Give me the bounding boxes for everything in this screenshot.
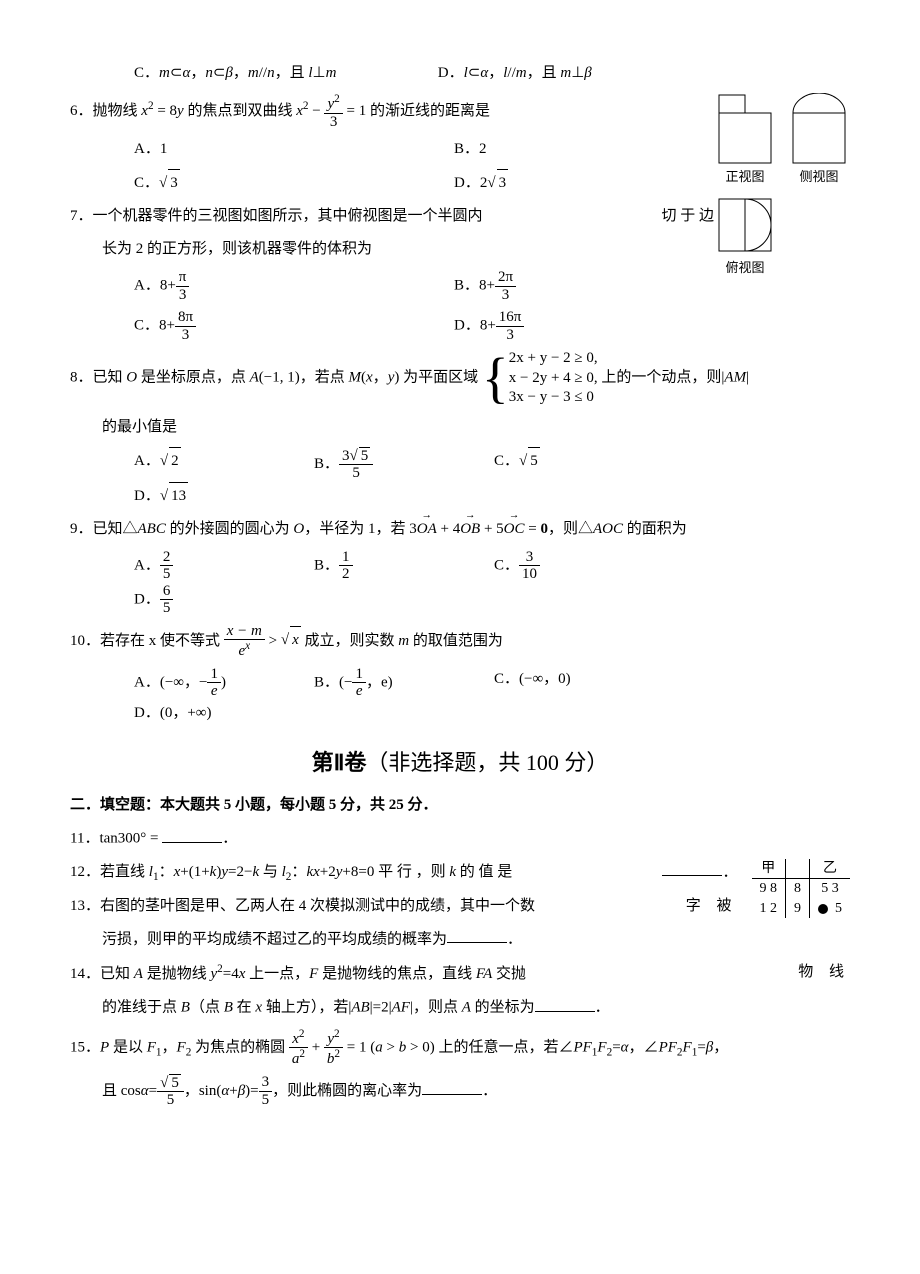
q8-choices: A．2 B．355 C．5 D．13 xyxy=(70,447,850,510)
q9-d: D．65 xyxy=(134,583,314,617)
q6-stem: 6．抛物线 x2 = 8y 的焦点到双曲线 x2 − y23 = 1 的渐近线的… xyxy=(70,103,490,119)
q9-c: C．310 xyxy=(494,549,674,583)
q8-system: 2x + y − 2 ≥ 0, x − 2y + 4 ≥ 0, 3x − y −… xyxy=(509,349,598,408)
q5-choices-cd: C．m⊂α，n⊂β，m//n，且 l⊥m D．l⊂α，l//m，且 m⊥β xyxy=(70,60,850,87)
q7-ab: A．8+π3 B．8+2π3 xyxy=(70,269,704,303)
q8-d: D．13 xyxy=(134,482,314,510)
q9-b: B．12 xyxy=(314,549,494,583)
q15-l2: 且 cosα=55，sin(α+β)=35，则此椭圆的离心率为． xyxy=(70,1074,850,1109)
q15: 15．P 是以 F1，F2 为焦点的椭圆 x2a2 + y2b2 = 1 (a … xyxy=(70,1028,850,1068)
q7-stem1: 7．一个机器零件的三视图如图所示，其中俯视图是一个半圆内 xyxy=(70,208,483,224)
q10-choices: A．(−∞，−1e) B．(−1e，e) C．(−∞，0) D．(0，+∞) xyxy=(70,666,850,727)
q5-choice-d: D．l⊂α，l//m，且 m⊥β xyxy=(438,65,592,81)
q7-c: C．8+8π3 xyxy=(134,309,454,343)
q10-a: A．(−∞，−1e) xyxy=(134,666,314,700)
q6-a: A．1 xyxy=(134,136,454,163)
q14-l1: 14．已知 A 是抛物线 y2=4x 上一点，F 是抛物线的焦点，直线 FA 交… xyxy=(70,959,850,988)
q14-tail: 物 线 xyxy=(798,959,850,986)
q7-stem2: 长为 2 的正方形，则该机器零件的体积为 xyxy=(70,236,850,263)
q8-b: B．355 xyxy=(314,447,494,482)
q13-blank xyxy=(447,926,507,944)
q11: 11．tan300° = ． xyxy=(70,825,850,853)
q6-choices2: C．3 D．23 xyxy=(70,169,704,197)
q7-a: A．8+π3 xyxy=(134,269,454,303)
q7-d: D．8+16π3 xyxy=(454,309,654,343)
q9: 9．已知△ABC 的外接圆的圆心为 O，半径为 1，若 3OA + 4OB + … xyxy=(70,516,850,543)
q9-choices: A．25 B．12 C．310 D．65 xyxy=(70,549,850,617)
q7-cd: C．8+8π3 D．8+16π3 xyxy=(70,309,850,343)
q6: 6．抛物线 x2 = 8y 的焦点到双曲线 x2 − y23 = 1 的渐近线的… xyxy=(70,93,850,130)
section2-sub: 二．填空题：本大题共 5 小题，每小题 5 分，共 25 分． xyxy=(70,792,850,819)
q9-a: A．25 xyxy=(134,549,314,583)
q10-b: B．(−1e，e) xyxy=(314,666,494,700)
q10: 10．若存在 x 使不等式 x − mex > x 成立，则实数 m 的取值范围… xyxy=(70,623,850,660)
fig-front-label: 正视图 xyxy=(714,165,776,188)
q6-choices: A．1 B．2 xyxy=(70,136,704,163)
q7-stem-tail: 切 于 边 xyxy=(661,203,714,230)
q13-l2: 污损，则甲的平均成绩不超过乙的平均成绩的概率为． xyxy=(70,926,850,954)
q6-c: C．3 xyxy=(134,169,454,197)
q10-c: C．(−∞，0) xyxy=(494,666,674,700)
q8-c: C．5 xyxy=(494,447,674,482)
q7-b: B．8+2π3 xyxy=(454,269,654,303)
q15-blank xyxy=(422,1077,482,1095)
q8-a: A．2 xyxy=(134,447,314,482)
q10-d: D．(0，+∞) xyxy=(134,700,314,727)
q14-l2: 的准线于点 B（点 B 在 x 轴上方），若|AB|=2|AF|，则点 A 的坐… xyxy=(70,994,850,1022)
q8-post: 上的一个动点，则|AM| xyxy=(601,370,749,386)
q6-b: B．2 xyxy=(454,136,654,163)
fig-side-label: 侧视图 xyxy=(788,165,850,188)
q12-blank xyxy=(662,859,722,877)
section2-title: 第Ⅱ卷（非选择题，共 100 分） xyxy=(70,743,850,783)
q14-blank xyxy=(535,994,595,1012)
q6-d: D．23 xyxy=(454,169,654,197)
q13-l1: 13．右图的茎叶图是甲、乙两人在 4 次模拟测试中的成绩，其中一个数 字 被 xyxy=(70,893,850,920)
q11-blank xyxy=(162,825,222,843)
q13-tail: 字 被 xyxy=(686,893,738,920)
q8-pre: 8．已知 O 是坐标原点，点 A(−1, 1)，若点 M(x，y) 为平面区域 xyxy=(70,370,478,386)
q5-choice-c: C．m⊂α，n⊂β，m//n，且 l⊥m xyxy=(134,60,434,87)
q8-stem2: 的最小值是 xyxy=(70,414,850,441)
q12: 12．若直线 l1：x+(1+k)y=2−k 与 l2：kx+2y+8=0 平 … xyxy=(70,859,850,887)
q8: 8．已知 O 是坐标原点，点 A(−1, 1)，若点 M(x，y) 为平面区域 … xyxy=(70,349,850,408)
q7: 7．一个机器零件的三视图如图所示，其中俯视图是一个半圆内 切 于 边 xyxy=(70,203,850,230)
